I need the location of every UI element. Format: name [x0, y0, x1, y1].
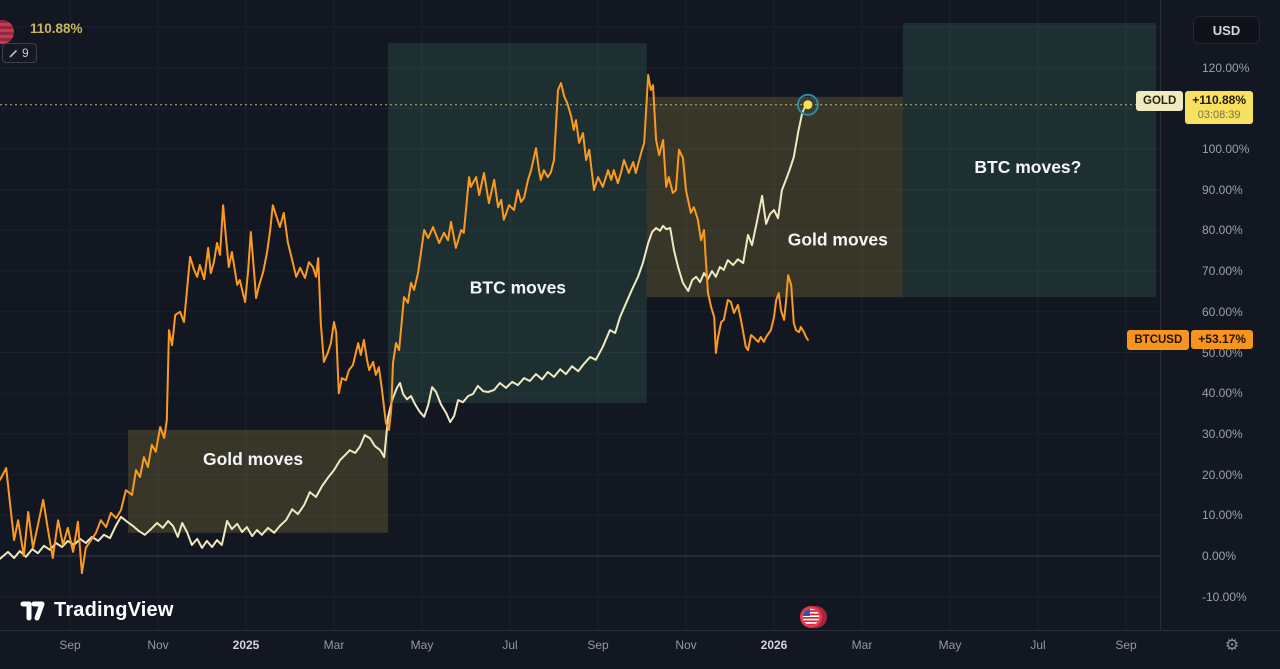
tradingview-logo[interactable]: TradingView: [20, 597, 174, 623]
time-scale-label: Sep: [587, 638, 609, 652]
price-scale-label: 80.00%: [1202, 223, 1243, 238]
tradingview-logo-text: TradingView: [54, 598, 174, 621]
us-flag-event-icon[interactable]: [797, 603, 829, 631]
pencil-icon: [9, 49, 17, 57]
price-scale-label: 70.00%: [1202, 264, 1243, 279]
price-scale-label: 90.00%: [1202, 182, 1243, 197]
time-scale-label: Sep: [1115, 638, 1137, 652]
annotation-boxes: Gold moves BTC moves Gold moves BTC moves?: [128, 22, 1156, 533]
tradingview-logo-icon: [20, 601, 45, 621]
time-scale-label: Jul: [502, 638, 518, 652]
price-scale-label: 30.00%: [1202, 426, 1243, 441]
time-scale-label: Sep: [59, 638, 81, 652]
gold-last-value-marker: [796, 93, 819, 116]
time-scale-label: 2026: [760, 638, 788, 652]
price-scale-label: 60.00%: [1202, 304, 1243, 319]
time-scale[interactable]: Sep Nov 2025 Mar May Jul Sep Nov 2026 Mar May Jul Se…: [0, 631, 1280, 669]
price-scale-border: [1160, 0, 1161, 630]
gold-change-value: +110.88%: [1192, 93, 1246, 107]
time-scale-label: Nov: [675, 638, 697, 652]
price-scale-label: 50.00%: [1202, 345, 1243, 360]
time-scale-label: May: [938, 638, 962, 652]
indicator-value: 110.88%: [30, 21, 83, 36]
time-scale-border: [0, 630, 1280, 631]
price-scale-label: 120.00%: [1202, 60, 1250, 75]
drawings-count: 9: [22, 46, 29, 60]
series-line-btcusd: [0, 73, 809, 575]
red-indicator-icon: [0, 20, 14, 44]
price-scale-label: 10.00%: [1202, 508, 1243, 523]
annotation-label: BTC moves: [470, 278, 567, 298]
annotation-label: Gold moves: [203, 449, 303, 469]
annotation-label: BTC moves?: [974, 157, 1081, 177]
currency-unit-button[interactable]: USD: [1193, 16, 1260, 44]
btcusd-price-badge: BTCUSD +53.17%: [1127, 330, 1253, 350]
drawings-count-chip[interactable]: 9: [2, 43, 37, 63]
time-scale-label: Mar: [851, 638, 873, 652]
price-scale[interactable]: 120.00% 100.00% 90.00% 80.00% 70.00% 60.00% 50…: [1161, 0, 1280, 630]
gold-countdown: 03:08:39: [1197, 109, 1241, 121]
annotation-box[interactable]: [646, 96, 903, 298]
price-scale-label: 100.00%: [1202, 142, 1250, 156]
price-scale-label: -10.00%: [1202, 589, 1247, 604]
time-scale-label: 2025: [232, 638, 260, 652]
gold-price-badge: GOLD +110.88% 03:08:39: [1136, 91, 1253, 124]
annotation-box[interactable]: [388, 43, 647, 403]
time-scale-label: Jul: [1030, 638, 1046, 652]
btcusd-change-value: +53.17%: [1198, 332, 1246, 346]
price-chart-canvas[interactable]: Gold moves BTC moves Gold moves BTC moves?: [0, 0, 1160, 630]
price-scale-label: 0.00%: [1202, 549, 1237, 563]
time-scale-label: Nov: [147, 638, 169, 652]
gear-icon[interactable]: ⚙: [1224, 637, 1240, 654]
series-line-gold: [0, 103, 809, 560]
gold-symbol-label: GOLD: [1136, 91, 1184, 111]
time-scale-label: Mar: [323, 638, 345, 652]
annotation-label: Gold moves: [788, 230, 888, 250]
price-scale-label: 40.00%: [1202, 386, 1243, 401]
price-scale-label: 20.00%: [1202, 467, 1243, 482]
time-scale-label: May: [410, 638, 434, 652]
annotation-box[interactable]: [902, 22, 1156, 298]
annotation-box[interactable]: [128, 429, 389, 533]
btcusd-symbol-label: BTCUSD: [1127, 330, 1190, 350]
